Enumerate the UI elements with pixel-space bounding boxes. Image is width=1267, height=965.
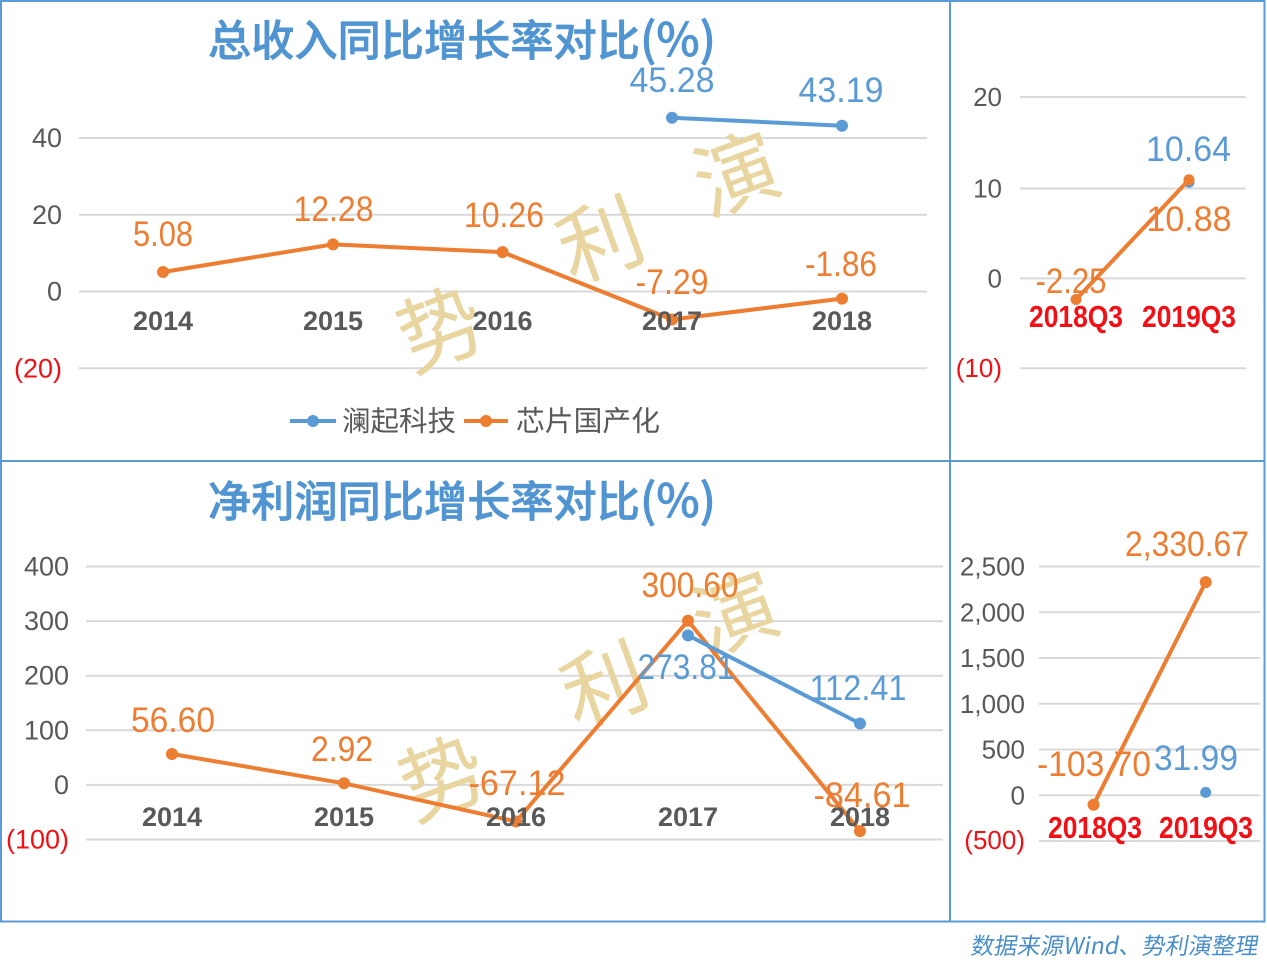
svg-text:2019Q3: 2019Q3 bbox=[1142, 299, 1236, 334]
svg-text:2014: 2014 bbox=[142, 802, 202, 832]
svg-text:2018: 2018 bbox=[812, 306, 872, 336]
svg-text:300.60: 300.60 bbox=[642, 566, 739, 605]
svg-text:-2.25: -2.25 bbox=[1036, 262, 1107, 301]
svg-text:31.99: 31.99 bbox=[1154, 739, 1238, 778]
svg-text:2018Q3: 2018Q3 bbox=[1029, 299, 1123, 334]
svg-text:10.88: 10.88 bbox=[1147, 200, 1232, 239]
svg-text:20: 20 bbox=[973, 82, 1002, 112]
svg-text:2017: 2017 bbox=[658, 802, 718, 832]
svg-text:2018: 2018 bbox=[830, 802, 890, 832]
svg-text:(500): (500) bbox=[964, 825, 1025, 855]
svg-text:2018Q3: 2018Q3 bbox=[1048, 810, 1142, 845]
svg-text:(20): (20) bbox=[14, 353, 62, 383]
svg-text:-7.29: -7.29 bbox=[636, 263, 709, 302]
svg-text:2019Q3: 2019Q3 bbox=[1159, 810, 1253, 845]
svg-text:-1.86: -1.86 bbox=[805, 245, 877, 284]
svg-text:2016: 2016 bbox=[472, 306, 532, 336]
svg-text:10: 10 bbox=[973, 174, 1002, 204]
svg-text:2,500: 2,500 bbox=[960, 552, 1025, 582]
svg-text:10.64: 10.64 bbox=[1146, 130, 1231, 169]
svg-text:40: 40 bbox=[32, 123, 62, 153]
svg-text:(100): (100) bbox=[6, 825, 69, 855]
svg-text:2015: 2015 bbox=[303, 306, 363, 336]
svg-text:500: 500 bbox=[982, 735, 1025, 765]
svg-text:-84.61: -84.61 bbox=[814, 776, 911, 815]
svg-text:10.26: 10.26 bbox=[464, 196, 544, 235]
svg-text:-67.12: -67.12 bbox=[469, 764, 566, 803]
svg-text:56.60: 56.60 bbox=[131, 701, 215, 740]
svg-text:273.81: 273.81 bbox=[638, 648, 735, 687]
svg-text:2,000: 2,000 bbox=[960, 597, 1025, 627]
svg-text:1,000: 1,000 bbox=[960, 689, 1025, 719]
svg-text:2,330.67: 2,330.67 bbox=[1125, 525, 1249, 564]
svg-text:200: 200 bbox=[24, 661, 69, 691]
svg-text:45.28: 45.28 bbox=[630, 61, 715, 100]
svg-text:5.08: 5.08 bbox=[133, 215, 193, 254]
svg-text:300: 300 bbox=[24, 606, 69, 636]
svg-text:2017: 2017 bbox=[642, 306, 702, 336]
svg-text:2.92: 2.92 bbox=[311, 730, 373, 769]
svg-text:2014: 2014 bbox=[133, 306, 193, 336]
svg-text:0: 0 bbox=[54, 770, 69, 800]
svg-text:0: 0 bbox=[47, 277, 62, 307]
svg-text:12.28: 12.28 bbox=[294, 190, 374, 229]
svg-text:(10): (10) bbox=[956, 353, 1002, 383]
svg-text:20: 20 bbox=[32, 200, 62, 230]
svg-text:2016: 2016 bbox=[486, 802, 546, 832]
svg-text:2015: 2015 bbox=[314, 802, 374, 832]
svg-text:112.41: 112.41 bbox=[810, 669, 907, 708]
svg-text:100: 100 bbox=[24, 715, 69, 745]
svg-text:400: 400 bbox=[24, 552, 69, 582]
svg-text:0: 0 bbox=[988, 263, 1002, 293]
svg-text:-103.70: -103.70 bbox=[1037, 745, 1151, 784]
svg-text:43.19: 43.19 bbox=[799, 71, 884, 110]
svg-text:0: 0 bbox=[1011, 780, 1025, 810]
svg-text:1,500: 1,500 bbox=[960, 643, 1025, 673]
